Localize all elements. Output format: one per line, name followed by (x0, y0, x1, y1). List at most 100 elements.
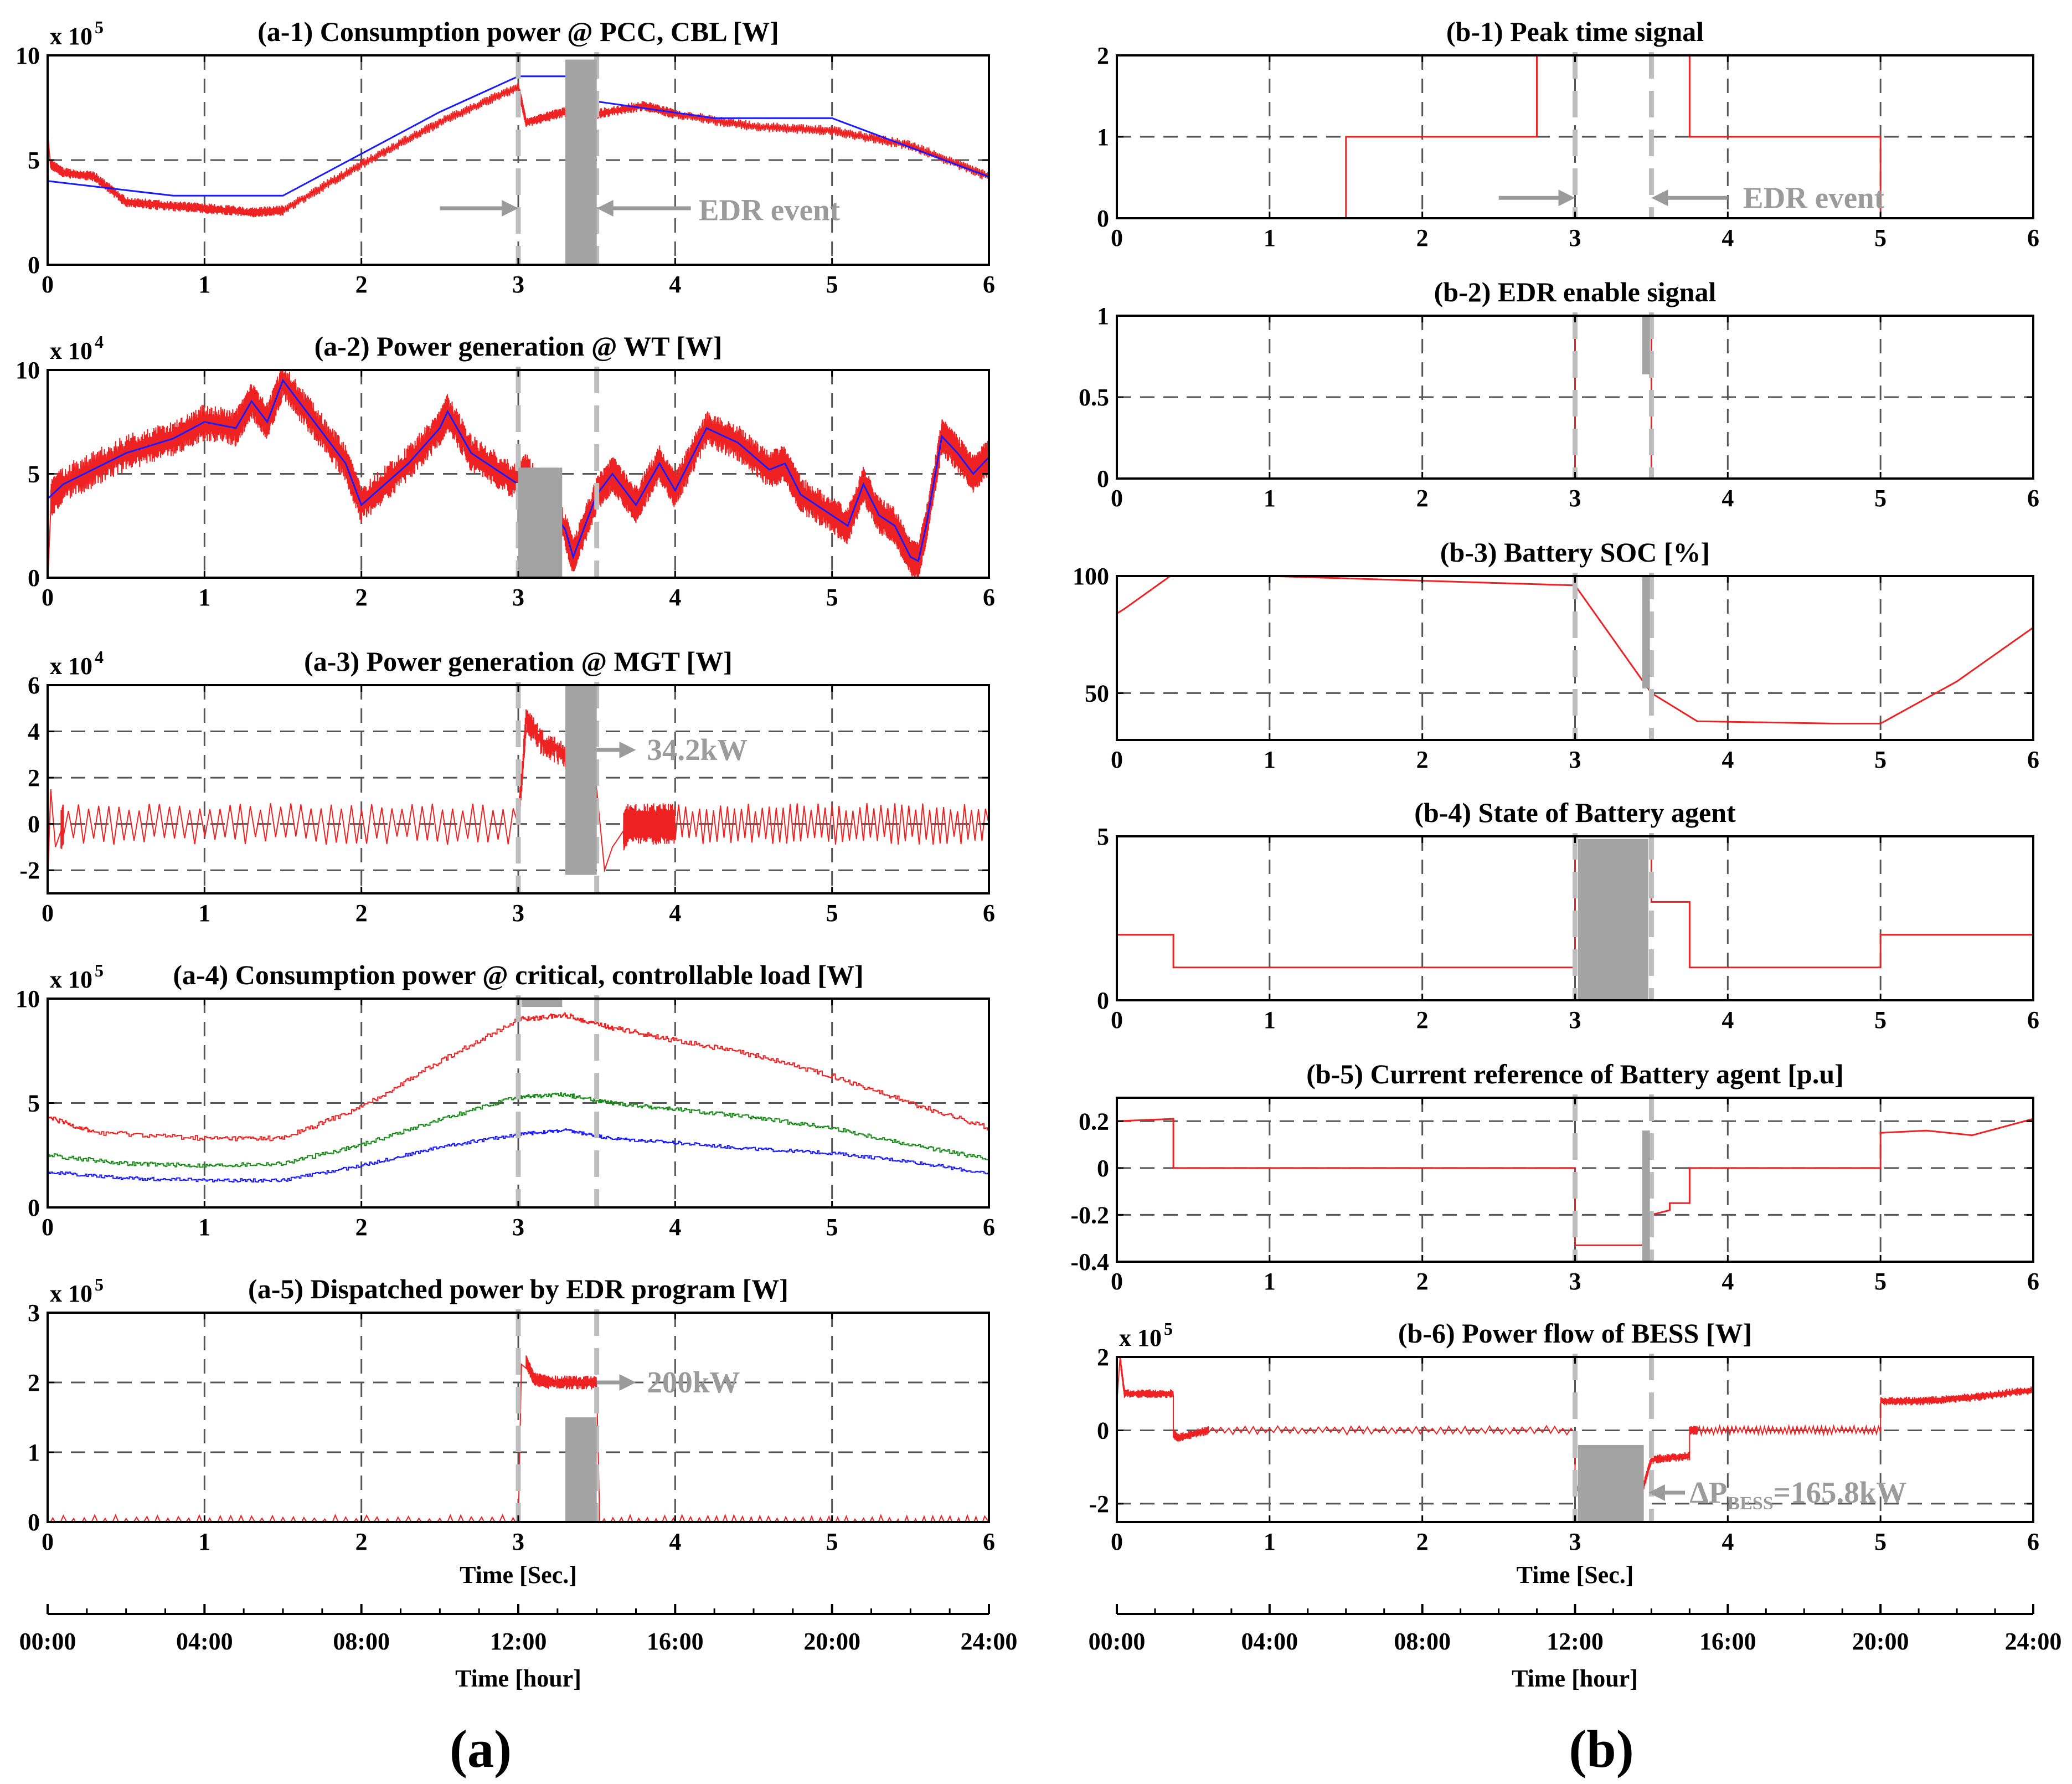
x-tick-label: 4 (669, 899, 681, 927)
annotation-text: 34.2kW (647, 733, 748, 767)
chart-title: (b-5) Current reference of Battery agent… (1306, 1058, 1844, 1089)
x-tick-label: 1 (198, 1214, 210, 1241)
x-tick-label: 1 (1264, 1528, 1276, 1555)
x-tick-label: 6 (983, 271, 995, 298)
edr-event-block (565, 1417, 597, 1522)
x-tick-label: 0 (42, 584, 54, 611)
series-line-red (1117, 1118, 2033, 1246)
y-tick-label: 5 (28, 147, 40, 174)
chart-b5: -0.4 -0.2 0 0.2 0 1 2 3 4 5 6 (b-5) Current referen… (1070, 1058, 2039, 1295)
y-multiplier-exponent: 5 (95, 17, 104, 37)
x-tick-label: 4 (1721, 224, 1734, 251)
x-tick-label: 3 (512, 584, 524, 611)
y-multiplier-exponent: 5 (1164, 1319, 1173, 1339)
hour-axis-label-a: Time [hour] (455, 1665, 581, 1692)
x-tick-label: 5 (1874, 224, 1887, 251)
chart-b4: 0 5 0 1 2 3 4 5 6 (b-4) State of Battery agent (1097, 797, 2039, 1034)
x-tick-label: 2 (1416, 1528, 1429, 1555)
annotation-arrow-head (619, 1374, 636, 1391)
x-tick-label: 6 (2027, 1006, 2039, 1034)
hour-tick-label: 16:00 (1699, 1628, 1756, 1655)
edr-event-block (1578, 839, 1648, 1000)
y-multiplier-exponent: 4 (95, 647, 104, 667)
x-tick-label: 4 (1721, 1268, 1734, 1295)
x-axis-label: Time [Sec.] (460, 1561, 577, 1588)
x-tick-label: 3 (1569, 746, 1581, 773)
annotation-text: EDR event (1743, 181, 1885, 214)
hour-tick-label: 00:00 (1089, 1628, 1146, 1655)
plot-area (48, 1012, 989, 1183)
chart-title: (b-1) Peak time signal (1446, 16, 1704, 47)
x-tick-label: 5 (1874, 1528, 1887, 1555)
x-tick-label: 2 (355, 1528, 368, 1555)
y-tick-label: 0 (1097, 1155, 1109, 1182)
chart-title: (a-4) Consumption power @ critical, cont… (173, 959, 863, 990)
plot-area (48, 370, 989, 578)
x-tick-label: 3 (512, 1528, 524, 1555)
x-tick-label: 3 (512, 271, 524, 298)
x-tick-label: 1 (1264, 485, 1276, 512)
chart-title: (b-3) Battery SOC [%] (1440, 537, 1710, 568)
chart-a1: EDR event 0 5 10 0 1 2 3 4 5 6 (a-1) Consumption po… (16, 16, 995, 298)
x-tick-label: 0 (42, 899, 54, 927)
edr-event-block (521, 999, 563, 1007)
x-tick-label: 3 (1569, 485, 1581, 512)
x-tick-label: 6 (2027, 1528, 2039, 1555)
x-tick-label: 3 (512, 899, 524, 927)
y-tick-label: 0 (1097, 205, 1109, 232)
x-tick-label: 4 (1721, 746, 1734, 773)
annotation-subscript: BESS (1727, 1493, 1773, 1514)
plot-area (1117, 836, 2033, 969)
x-tick-label: 5 (826, 584, 838, 611)
y-tick-label: 0 (1097, 1417, 1109, 1444)
x-tick-label: 2 (355, 271, 368, 298)
chart-a4: 0 5 10 0 1 2 3 4 5 6 (a-4) Consumption power @ cri… (16, 959, 995, 1241)
x-tick-label: 0 (42, 271, 54, 298)
y-tick-label: 0 (28, 1509, 40, 1536)
hour-axis-ticks: 00:00 04:00 08:00 12:00 16:00 20:00 24:00 (1089, 1604, 2061, 1655)
y-multiplier: x 10 5 (50, 17, 104, 50)
series-line-red (48, 709, 989, 882)
x-tick-label: 1 (1264, 746, 1276, 773)
chart-b2: 0 0.5 1 0 1 2 3 4 5 6 (b-2) EDR enable signal (1079, 276, 2039, 512)
plot-area (48, 709, 989, 882)
x-tick-label: 5 (826, 1214, 838, 1241)
edr-event-block (565, 685, 597, 875)
chart-title: (b-2) EDR enable signal (1434, 276, 1717, 307)
x-tick-label: 2 (1416, 224, 1429, 251)
y-tick-label: 50 (1085, 680, 1109, 707)
chart-title: (a-3) Power generation @ MGT [W] (304, 646, 733, 677)
x-tick-label: 5 (826, 899, 838, 927)
y-tick-label: 6 (28, 672, 40, 699)
y-tick-label: 0 (1097, 987, 1109, 1014)
x-tick-label: 3 (1569, 1006, 1581, 1034)
annotation-part: ΔP (1689, 1475, 1727, 1509)
hour-axis-ticks: 00:00 04:00 08:00 12:00 16:00 20:00 24:00 (19, 1604, 1018, 1655)
annotation-arrow-head (619, 741, 636, 758)
x-tick-label: 5 (1874, 485, 1887, 512)
panel-label-a: (a) (450, 1719, 512, 1778)
hour-tick-label: 12:00 (490, 1628, 547, 1655)
chart-a2: 0 5 10 0 1 2 3 4 5 6 (a-2) Power generation @ WT [… (16, 331, 995, 611)
series-line-red (1117, 836, 2033, 969)
y-multiplier: x 10 5 (50, 960, 104, 993)
hour-tick-label: 20:00 (803, 1628, 860, 1655)
chart-b1: EDR event 0 1 2 0 1 2 3 4 5 6 (b-1) Peak time signa… (1097, 16, 2039, 251)
series-line-red (48, 83, 989, 218)
hour-tick-label: 24:00 (961, 1628, 1018, 1655)
annotation-part: =165.8kW (1774, 1475, 1907, 1509)
hour-tick-label: 08:00 (1394, 1628, 1451, 1655)
chart-title: (a-5) Dispatched power by EDR program [W… (248, 1273, 788, 1304)
x-tick-label: 4 (1721, 485, 1734, 512)
y-tick-label: 0 (28, 811, 40, 838)
x-tick-label: 5 (826, 271, 838, 298)
y-tick-label: 1 (1097, 124, 1109, 151)
hour-tick-label: 00:00 (19, 1628, 76, 1655)
annotation-arrow-head (596, 199, 614, 217)
y-multiplier-exponent: 5 (95, 1274, 104, 1294)
series-line-blue (48, 1128, 989, 1183)
edr-event-block (1642, 316, 1650, 374)
y-tick-label: 2 (28, 1369, 40, 1396)
